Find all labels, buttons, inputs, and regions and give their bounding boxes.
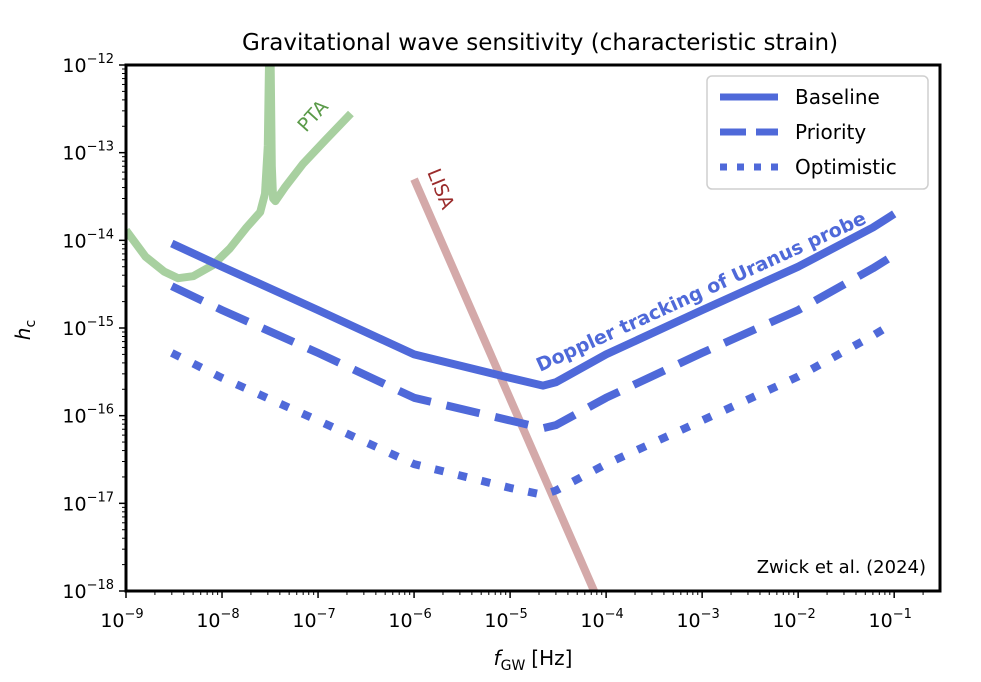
x-tick-label: 10−6 — [388, 607, 431, 632]
series-line-priority — [170, 251, 897, 433]
x-axis-label: fGW [Hz] — [494, 646, 573, 674]
legend-label-baseline: Baseline — [795, 85, 880, 109]
y-tick-label: 10−13 — [62, 140, 114, 165]
legend-box — [706, 75, 929, 190]
y-tick-label: 10−17 — [62, 490, 114, 515]
chart-title: Gravitational wave sensitivity (characte… — [242, 30, 838, 56]
legend-label-priority: Priority — [795, 120, 866, 144]
x-axis-label-unit: [Hz] — [531, 646, 572, 670]
x-tick-label: 10−5 — [484, 607, 527, 632]
y-tick-label: 10−18 — [62, 578, 114, 603]
x-axis: 10−9 10−8 10−7 10−6 10−5 10−4 10−3 10−2 10−1 — [100, 591, 924, 632]
legend: Baseline Priority Optimistic — [706, 75, 929, 190]
x-tick-label: 10−1 — [869, 607, 912, 632]
pta-label: PTA — [293, 96, 332, 136]
x-tick-label: 10−7 — [292, 607, 335, 632]
series-line-lisa — [410, 177, 598, 591]
series-line-baseline — [170, 210, 897, 390]
y-axis-label: hc — [11, 320, 39, 340]
x-tick-label: 10−2 — [772, 607, 815, 632]
series-layer — [126, 65, 897, 591]
x-tick-label: 10−4 — [580, 607, 623, 632]
y-tick-label: 10−12 — [62, 52, 114, 77]
y-axis-label-sub: c — [23, 320, 39, 328]
legend-label-optimistic: Optimistic — [795, 155, 897, 179]
x-tick-label: 10−9 — [100, 607, 143, 632]
x-tick-label: 10−8 — [196, 607, 239, 632]
x-tick-label: 10−3 — [676, 607, 719, 632]
x-axis-label-sub: GW — [501, 658, 526, 674]
y-tick-label: 10−14 — [62, 227, 114, 252]
y-tick-label: 10−16 — [62, 403, 114, 428]
y-axis: 10−12 10−13 10−14 10−15 10−16 10−17 10−18 — [62, 52, 126, 603]
y-axis-label-main: h — [11, 328, 35, 341]
credit-label: Zwick et al. (2024) — [757, 557, 926, 578]
series-line-optimistic — [170, 319, 897, 499]
y-tick-label: 10−15 — [62, 315, 114, 340]
x-axis-label-main: f — [494, 646, 504, 670]
series-line-pta — [126, 65, 354, 283]
